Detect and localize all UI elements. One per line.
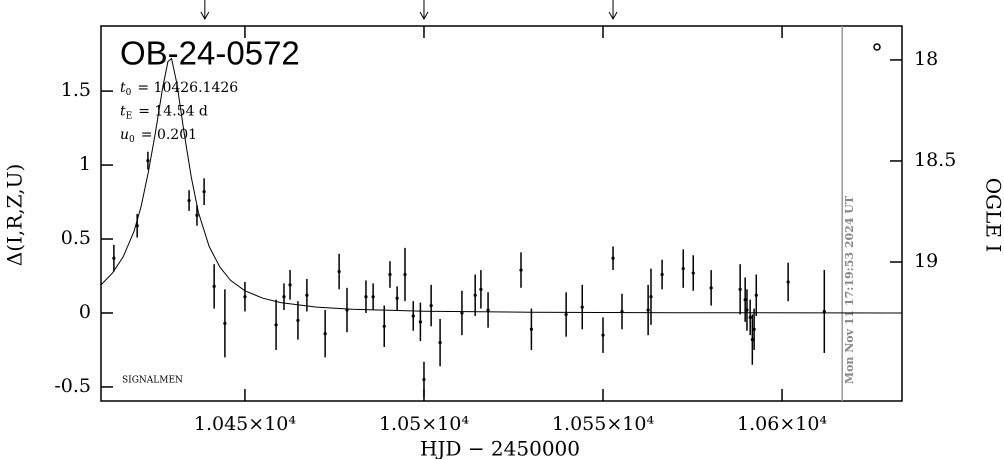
data-point bbox=[473, 293, 477, 297]
parameter-subscript: 0 bbox=[129, 135, 135, 145]
x-tick-label: 1.05×10⁴ bbox=[379, 413, 469, 435]
data-point bbox=[786, 280, 790, 284]
data-point bbox=[601, 333, 605, 337]
data-point bbox=[403, 272, 407, 277]
data-point bbox=[649, 295, 653, 299]
data-point bbox=[388, 272, 392, 277]
data-point bbox=[212, 284, 216, 288]
data-point bbox=[243, 295, 247, 299]
data-point bbox=[754, 293, 758, 297]
data-point bbox=[748, 315, 752, 320]
x-axis-title: HJD − 2450000 bbox=[420, 437, 580, 459]
y2-tick-label: 18.5 bbox=[914, 149, 956, 171]
parameter-symbol: u bbox=[120, 127, 129, 143]
y-tick-label: 0 bbox=[79, 301, 91, 323]
y2-tick-label: 18 bbox=[914, 48, 938, 70]
y-tick-label: -0.5 bbox=[54, 375, 91, 397]
data-point bbox=[611, 256, 615, 260]
data-point bbox=[195, 213, 199, 217]
data-point bbox=[438, 340, 442, 345]
data-point bbox=[486, 308, 490, 312]
parameter: u0 = 0.201 bbox=[120, 127, 197, 145]
data-point bbox=[519, 268, 523, 272]
data-point bbox=[743, 298, 747, 302]
data-point bbox=[580, 305, 584, 309]
x-tick-label: 1.055×10⁴ bbox=[552, 413, 654, 435]
x-tick-label: 1.06×10⁴ bbox=[737, 413, 827, 435]
data-point bbox=[822, 309, 826, 314]
data-point bbox=[422, 377, 426, 382]
data-point bbox=[411, 314, 415, 318]
timestamp: Mon Nov 11 17:19:53 2024 UT bbox=[843, 195, 856, 384]
y2-axis-title: OGLE I bbox=[982, 178, 1004, 253]
parameter-value: = 14.54 d bbox=[138, 104, 208, 120]
parameter-value: = 10426.1426 bbox=[137, 80, 238, 96]
parameter-symbol: t bbox=[120, 104, 126, 120]
data-point bbox=[371, 295, 375, 299]
data-point bbox=[738, 287, 742, 291]
data-point bbox=[288, 283, 292, 287]
model-curve bbox=[100, 57, 903, 314]
data-point bbox=[345, 308, 349, 312]
data-point bbox=[274, 323, 278, 327]
y2-tick-label: 19 bbox=[914, 250, 938, 272]
data-point bbox=[750, 338, 754, 342]
marker-arrow bbox=[419, 0, 429, 21]
data-point bbox=[646, 308, 650, 312]
plot-frame bbox=[100, 25, 903, 402]
data-point bbox=[364, 295, 368, 299]
parameter-value: = 0.201 bbox=[141, 127, 197, 143]
data-point bbox=[681, 267, 685, 271]
data-point bbox=[202, 190, 206, 194]
y-tick-label: 1.5 bbox=[61, 79, 91, 101]
y-tick-label: 1 bbox=[79, 153, 91, 175]
data-point bbox=[305, 293, 309, 297]
marker-arrow bbox=[200, 0, 210, 21]
data-point bbox=[282, 295, 286, 299]
data-point bbox=[529, 327, 533, 331]
parameter: t0 = 10426.1426 bbox=[120, 80, 238, 98]
data-point bbox=[660, 272, 664, 277]
data-point bbox=[382, 324, 386, 328]
data-point bbox=[187, 198, 191, 203]
y-tick-label: 0.5 bbox=[61, 227, 91, 249]
data-point bbox=[337, 269, 341, 274]
data-point bbox=[752, 327, 756, 331]
data-point bbox=[745, 308, 749, 312]
symbol bbox=[873, 43, 881, 51]
parameter: tE = 14.54 d bbox=[120, 104, 208, 122]
data-point bbox=[479, 287, 483, 291]
data-point bbox=[564, 312, 568, 317]
data-point bbox=[395, 296, 399, 300]
data-point bbox=[691, 271, 695, 275]
y-axis-title: Δ(I,R,Z,U) bbox=[3, 164, 27, 266]
data-point bbox=[296, 318, 300, 322]
chart-title: OB-24-0572 bbox=[120, 35, 300, 72]
parameter-subscript: 0 bbox=[126, 88, 132, 98]
x-tick-label: 1.045×10⁴ bbox=[194, 413, 296, 435]
data-point bbox=[709, 286, 713, 290]
data-point bbox=[135, 224, 139, 228]
data-point bbox=[146, 159, 150, 163]
parameter-symbol: t bbox=[120, 80, 126, 96]
data-point bbox=[620, 309, 624, 314]
data-point bbox=[460, 311, 464, 315]
data-point bbox=[112, 256, 116, 260]
data-point bbox=[223, 321, 227, 325]
credit: SIGNALMEN bbox=[122, 376, 183, 386]
data-point bbox=[418, 320, 422, 324]
data-point bbox=[323, 332, 327, 336]
marker-arrow bbox=[608, 0, 618, 21]
data-point bbox=[429, 303, 433, 308]
parameter-subscript: E bbox=[126, 111, 133, 121]
